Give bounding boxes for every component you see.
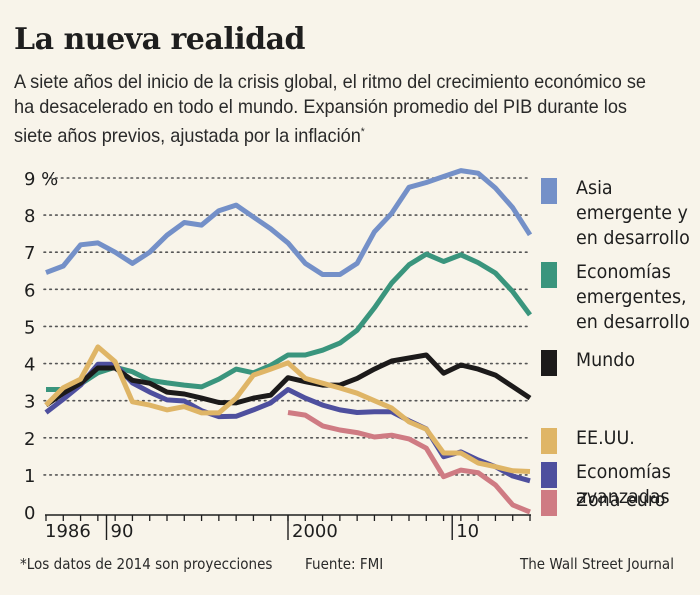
y-tick-label: 9 % <box>24 169 58 190</box>
legend-swatch <box>541 462 557 488</box>
series-line-econom-as-emergentes-en-desarrollo <box>46 251 533 392</box>
footnote: *Los datos de 2014 son proyecciones <box>20 555 273 573</box>
legend-label: Mundo <box>576 349 636 371</box>
y-tick-label: 5 <box>24 317 35 338</box>
x-tick-label: 1986 <box>45 521 91 542</box>
y-axis-labels: 0 1 2 3 4 5 6 7 8 9 % <box>24 169 58 524</box>
legend-swatch <box>541 490 557 516</box>
subtitle-text: A siete años del inicio de la crisis glo… <box>14 71 647 147</box>
legend-swatch <box>541 262 557 288</box>
series-line-mundo <box>44 352 532 408</box>
y-tick-label: 8 <box>24 206 35 227</box>
x-tick-label: 2000 <box>292 521 338 542</box>
chart-subtitle: A siete años del inicio de la crisis glo… <box>14 70 646 149</box>
legend-swatch <box>541 428 557 454</box>
legend-label: EE.UU. <box>576 427 635 449</box>
y-tick-label: 7 <box>24 243 35 264</box>
legend-label: Economías avanzadas <box>576 461 671 508</box>
y-tick-label: 1 <box>24 466 35 487</box>
footnote-mark: * <box>360 126 365 138</box>
source: Fuente: FMI <box>305 555 384 573</box>
x-tick-label: 10 <box>456 521 479 542</box>
credit: The Wall Street Journal <box>520 555 674 573</box>
y-tick-label: 3 <box>24 392 35 413</box>
legend-label: Asia emergente y en desarrollo <box>576 177 690 249</box>
gridlines <box>43 177 531 476</box>
series-line-econom-as-avanzadas <box>44 361 531 484</box>
legend-swatch <box>541 178 557 204</box>
legend-label: Zona euro <box>576 489 666 511</box>
series-line-zona-euro <box>287 410 531 515</box>
y-tick-label: 0 <box>24 503 35 524</box>
series-line-ee-uu- <box>44 344 531 474</box>
x-tick-label: 90 <box>111 521 134 542</box>
series-lines <box>44 168 533 515</box>
x-axis: 1986 90 2000 10 <box>45 514 531 542</box>
chart-title: La nueva realidad <box>14 22 306 57</box>
series-line-asia-emergente-y-en-desarrollo <box>45 168 533 277</box>
y-tick-label: 6 <box>24 280 35 301</box>
y-tick-label: 2 <box>24 429 35 450</box>
legend-swatch <box>541 350 557 376</box>
legend-label: Economías emergentes, en desarrollo <box>576 261 690 333</box>
y-tick-label: 4 <box>24 355 35 376</box>
